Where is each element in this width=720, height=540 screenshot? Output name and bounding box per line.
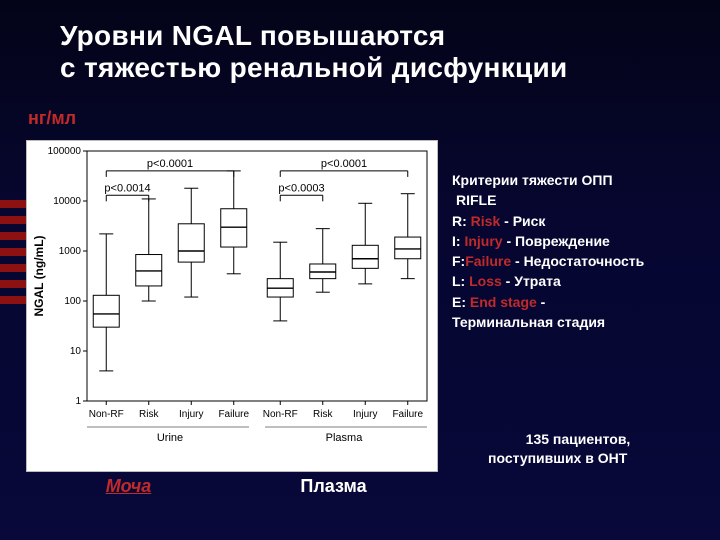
patients-note: 135 пациентов, поступивших в ОНТ	[488, 430, 708, 468]
title-line1: Уровни NGAL повышаются	[60, 20, 445, 51]
svg-text:NGAL (ng/mL): NGAL (ng/mL)	[32, 235, 46, 316]
rifle-e-line2: Терминальная стадия	[452, 312, 712, 332]
svg-text:10: 10	[70, 346, 82, 357]
svg-text:p<0.0001: p<0.0001	[321, 158, 367, 170]
svg-text:1000: 1000	[59, 246, 82, 257]
svg-text:Injury: Injury	[179, 409, 203, 420]
rifle-l: L: Loss - Утрата	[452, 271, 712, 291]
svg-text:p<0.0001: p<0.0001	[147, 158, 193, 170]
svg-text:Urine: Urine	[157, 432, 183, 444]
note-line1: 135 пациентов,	[488, 430, 668, 449]
rifle-i: I: Injury - Повреждение	[452, 231, 712, 251]
note-line2: поступивших в ОНТ	[488, 449, 708, 468]
svg-text:10000: 10000	[53, 196, 81, 207]
title-line2: с тяжестью ренальной дисфункции	[60, 52, 568, 83]
svg-text:p<0.0003: p<0.0003	[278, 182, 324, 194]
urine-label-ru: Моча	[26, 476, 231, 497]
rifle-r: R: Risk - Риск	[452, 211, 712, 231]
plasma-label-ru: Плазма	[231, 476, 436, 497]
rifle-f: F:Failure - Недостаточность	[452, 251, 712, 271]
svg-text:Risk: Risk	[139, 409, 159, 420]
svg-text:Non-RF: Non-RF	[263, 409, 298, 420]
svg-text:Plasma: Plasma	[326, 432, 364, 444]
slide-title: Уровни NGAL повышаются с тяжестью реналь…	[60, 20, 680, 84]
svg-text:Risk: Risk	[313, 409, 333, 420]
svg-text:Injury: Injury	[353, 409, 377, 420]
rifle-acronym: RIFLE	[456, 190, 712, 210]
svg-text:1: 1	[75, 396, 81, 407]
svg-text:100: 100	[64, 296, 81, 307]
svg-text:p<0.0014: p<0.0014	[104, 182, 150, 194]
ngal-boxplot-chart: 1 10 100 1000 10000 100000 NGAL (ng/mL) Non-RF R…	[26, 140, 438, 472]
svg-text:Failure: Failure	[392, 409, 423, 420]
criteria-header: Критерии тяжести ОПП	[452, 170, 712, 190]
svg-text:Non-RF: Non-RF	[89, 409, 124, 420]
svg-text:100000: 100000	[48, 146, 82, 157]
under-chart-labels: Моча Плазма	[26, 476, 436, 497]
rifle-e: E: End stage -	[452, 292, 712, 312]
rifle-criteria: Критерии тяжести ОПП RIFLE R: Risk - Рис…	[452, 170, 712, 332]
svg-text:Failure: Failure	[218, 409, 249, 420]
y-unit-ru: нг/мл	[28, 108, 76, 129]
